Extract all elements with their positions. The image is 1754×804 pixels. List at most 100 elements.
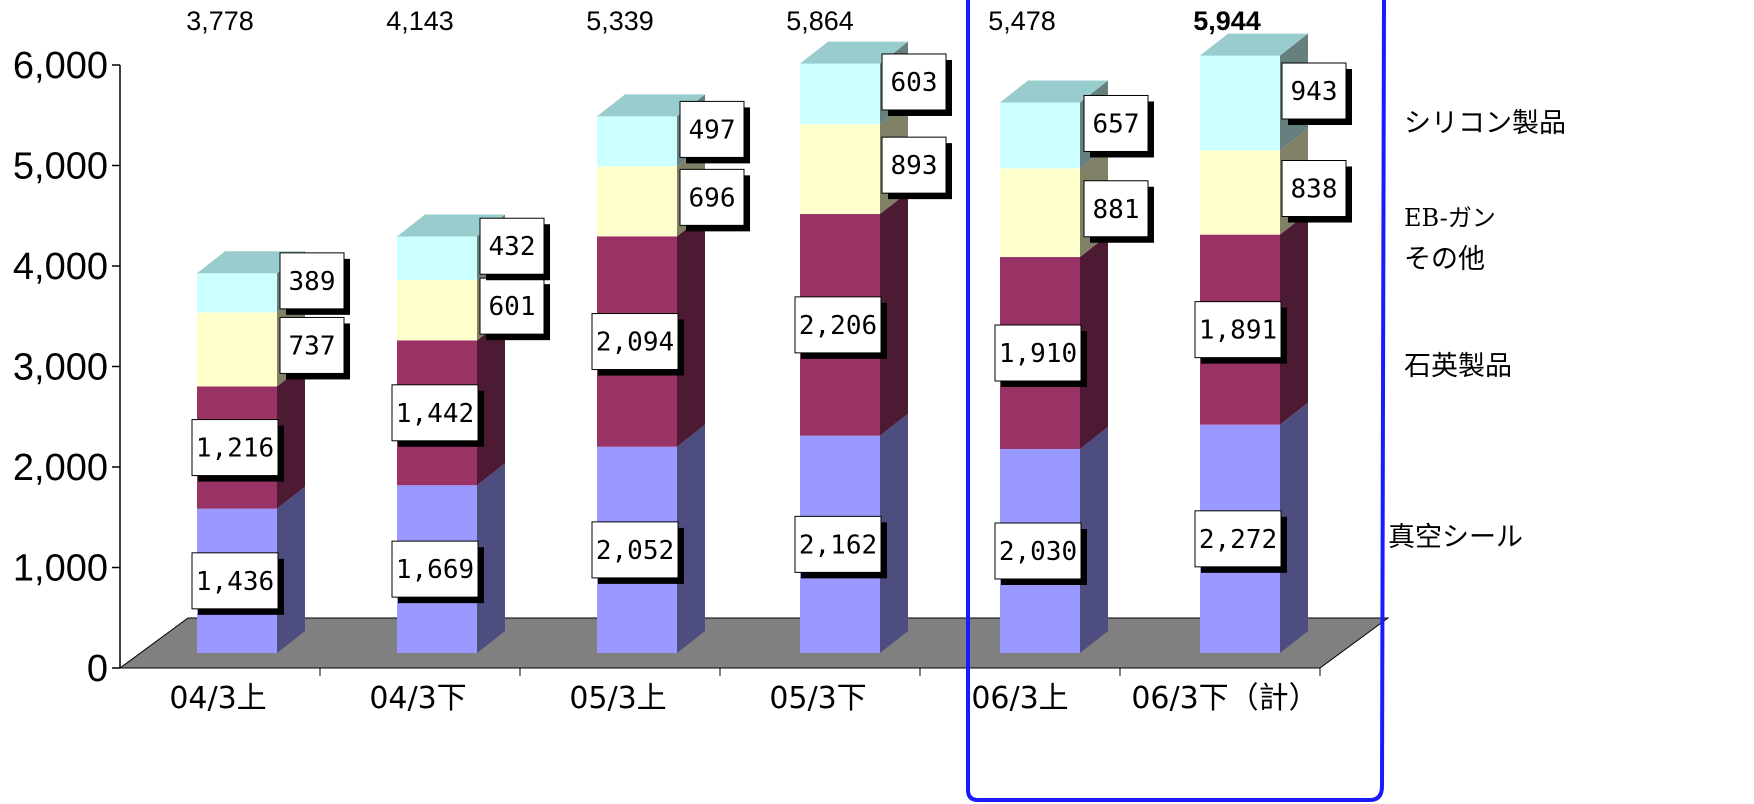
data-label: 2,094 <box>596 328 674 358</box>
data-label-group: 1,669 <box>391 540 484 604</box>
bar-side <box>1080 235 1108 449</box>
y-axis: 0 1,000 2,000 3,000 4,000 5,000 6,000 <box>13 45 1321 690</box>
data-label: 838 <box>1291 175 1338 205</box>
label-box <box>479 277 545 335</box>
total-label: 5,478 <box>988 6 1056 36</box>
total-label: 5,944 <box>1193 6 1261 36</box>
data-label-group: 1,436 <box>191 552 284 615</box>
bar-side <box>677 424 705 653</box>
y-tick-label: 3,000 <box>13 347 108 389</box>
data-label: 893 <box>891 151 938 181</box>
label-box <box>794 515 882 573</box>
label-box <box>881 53 947 111</box>
data-label: 657 <box>1093 109 1140 139</box>
legend-label: 真空シール <box>1388 522 1523 553</box>
total-label: 3,778 <box>186 6 254 36</box>
bar-side <box>1280 402 1308 653</box>
data-label-group: 2,272 <box>1194 510 1287 573</box>
label-box <box>191 419 279 477</box>
bar-segment <box>800 63 880 125</box>
label-box <box>1194 301 1282 359</box>
data-label-group: 881 <box>1083 180 1154 243</box>
data-label: 2,272 <box>1199 525 1277 555</box>
bar-side <box>677 214 705 447</box>
bar-top <box>197 251 305 274</box>
bar-top <box>397 214 505 237</box>
bar-segment <box>197 273 277 313</box>
bar-top <box>597 94 705 117</box>
label-box <box>679 168 745 226</box>
data-label: 737 <box>289 331 336 361</box>
category-label: 04/3下 <box>369 681 466 716</box>
data-label: 1,436 <box>196 567 274 597</box>
x-axis-labels: 04/3上 04/3下 05/3上 05/3下 06/3上 06/3下（計） <box>169 681 1318 716</box>
category-label: 06/3下（計） <box>1131 681 1318 716</box>
y-tick-label: 2,000 <box>13 447 108 489</box>
label-box <box>591 313 679 371</box>
data-label: 1,669 <box>396 555 474 585</box>
bar-side <box>880 413 908 653</box>
data-label-group: 1,216 <box>191 419 284 482</box>
label-box <box>279 316 345 374</box>
data-label: 1,891 <box>1199 316 1277 346</box>
data-label-group: 2,030 <box>994 522 1087 585</box>
data-label-group: 943 <box>1281 62 1352 126</box>
label-box <box>391 384 479 442</box>
data-label-group: 838 <box>1281 160 1352 223</box>
data-label-group: 432 <box>479 217 550 281</box>
data-label-group: 1,910 <box>994 324 1087 388</box>
label-box <box>279 252 345 310</box>
data-label: 1,442 <box>396 399 474 429</box>
y-tick-label: 6,000 <box>13 45 108 87</box>
data-label-group: 737 <box>279 316 350 380</box>
data-label: 1,910 <box>999 339 1077 369</box>
data-label: 432 <box>489 232 536 262</box>
data-label: 2,162 <box>799 530 877 560</box>
data-label-group: 497 <box>679 100 750 164</box>
data-label-group: 893 <box>881 136 952 200</box>
bar-segment <box>197 312 277 387</box>
highlight-box-outline <box>966 0 1386 802</box>
y-tick-label: 5,000 <box>13 146 108 188</box>
data-label-group: 2,206 <box>794 296 887 359</box>
label-box <box>994 324 1082 382</box>
data-label: 881 <box>1093 195 1140 225</box>
data-label-group: 1,891 <box>1194 301 1287 364</box>
data-label-group: 2,052 <box>591 521 684 584</box>
bar-segment <box>397 279 477 341</box>
data-labels: 1,436 1,216 737 389 1,669 1,442 601 432 2,052 2,0… <box>191 53 1352 615</box>
bar-side <box>1280 212 1308 425</box>
bar-segment <box>597 166 677 237</box>
label-box <box>391 540 479 598</box>
legend-label: その他 <box>1404 244 1485 275</box>
legend-label: シリコン製品 <box>1404 108 1566 139</box>
bar-top <box>800 41 908 64</box>
label-box <box>994 522 1082 580</box>
data-label: 2,206 <box>799 311 877 341</box>
data-label-group: 2,162 <box>794 515 887 579</box>
data-label: 497 <box>689 115 736 145</box>
data-label: 1,216 <box>196 434 274 464</box>
total-label: 5,339 <box>586 6 654 36</box>
data-label: 603 <box>891 68 938 98</box>
total-label: 5,864 <box>786 6 854 36</box>
label-box <box>1281 62 1347 120</box>
data-label-group: 1,442 <box>391 384 484 447</box>
y-tick-label: 1,000 <box>13 548 108 590</box>
bar-segment <box>1000 102 1080 169</box>
data-label: 943 <box>1291 77 1338 107</box>
bar-segment <box>800 124 880 215</box>
label-box <box>881 136 947 194</box>
bar-segment <box>1200 150 1280 235</box>
total-labels: 3,778 4,143 5,339 5,864 5,478 5,944 <box>186 6 1261 36</box>
label-box <box>679 100 745 158</box>
y-tick-label: 0 <box>87 648 108 690</box>
data-label: 389 <box>289 267 336 297</box>
bar-side <box>477 463 505 653</box>
label-box <box>1194 510 1282 568</box>
data-label: 601 <box>489 292 536 322</box>
category-label: 05/3下 <box>769 681 866 716</box>
data-label-group: 601 <box>479 277 550 341</box>
